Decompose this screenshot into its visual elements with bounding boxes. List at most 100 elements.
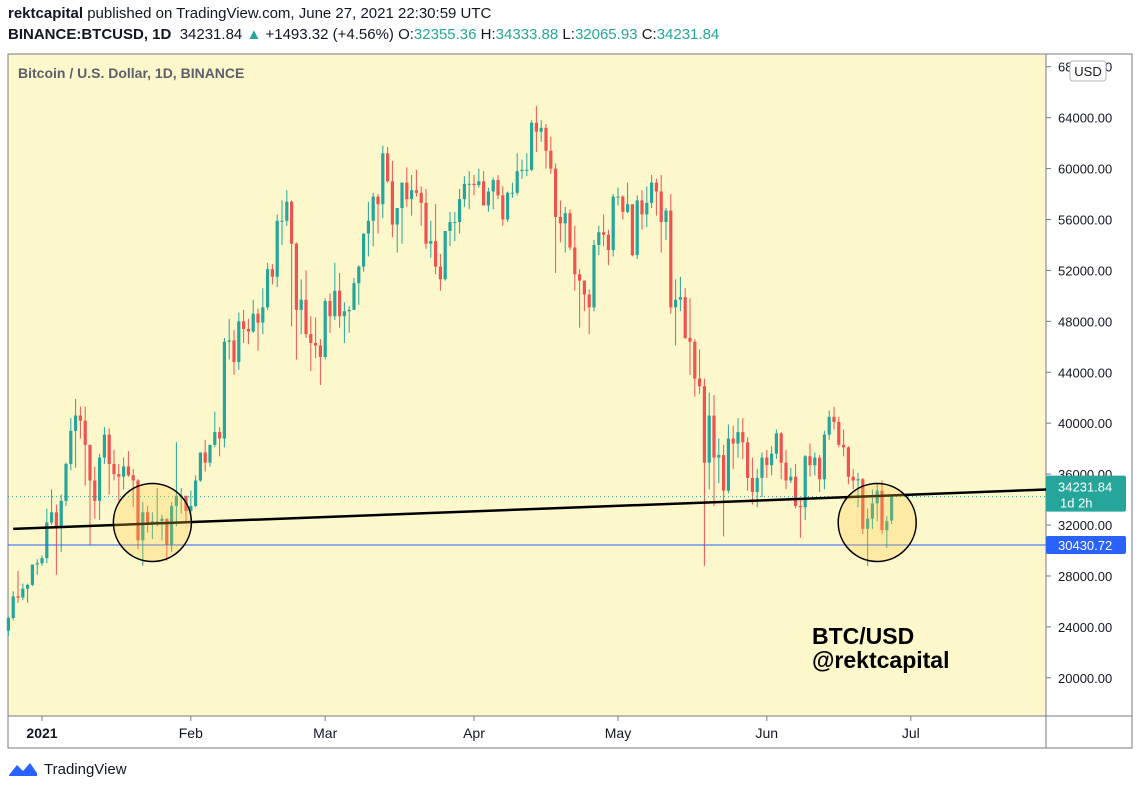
candle-body <box>501 195 505 220</box>
candle-body <box>650 182 654 203</box>
support-price-tag-text: 30430.72 <box>1058 538 1112 553</box>
candle-body <box>467 183 471 185</box>
x-tick-label: Jul <box>902 725 920 741</box>
candle-body <box>54 512 58 527</box>
candle-body <box>702 386 706 463</box>
candle-body <box>765 457 769 466</box>
ohlc-line: BINANCE:BTCUSD, 1D 34231.84 ▲ +1493.32 (… <box>8 26 719 43</box>
candle-body <box>798 505 802 508</box>
candle-body <box>789 476 793 481</box>
highlight-circle <box>112 482 193 563</box>
annotation-line-1: BTC/USD <box>812 623 914 649</box>
footer: TradingView <box>8 760 127 778</box>
candle-body <box>726 438 730 491</box>
y-tick-label: 24000.00 <box>1058 620 1112 635</box>
candle-body <box>741 432 745 443</box>
close-label: C: <box>641 26 657 43</box>
candle-body <box>808 456 812 466</box>
candle-body <box>515 171 519 193</box>
candle-body <box>208 444 212 463</box>
candle-body <box>510 192 514 194</box>
candle-body <box>640 200 644 215</box>
candle-body <box>851 476 855 481</box>
candle-body <box>26 584 30 589</box>
candle-body <box>837 421 841 445</box>
candle-body <box>674 299 678 308</box>
candle-body <box>491 180 495 192</box>
candle-body <box>165 518 169 546</box>
high-value: 34333.88 <box>495 26 559 43</box>
candle-body <box>842 444 846 448</box>
candle-body <box>549 150 553 169</box>
candle-body <box>611 196 615 251</box>
publish-line: rektcapital published on TradingView.com… <box>8 5 491 22</box>
candle-body <box>227 340 231 342</box>
candle-body <box>83 420 87 445</box>
y-tick-label: 32000.00 <box>1058 518 1112 533</box>
candle-body <box>698 378 702 387</box>
support-price-tag <box>1046 536 1126 555</box>
candle-body <box>784 462 788 481</box>
candle-body <box>602 232 606 235</box>
candle-body <box>318 345 322 357</box>
candle-body <box>477 181 481 186</box>
candle-body <box>717 455 721 458</box>
candle-body <box>693 341 697 379</box>
candle-body <box>136 480 140 541</box>
candle-body <box>626 204 630 212</box>
open-value: 32355.36 <box>413 26 477 43</box>
candle-body <box>59 500 63 527</box>
candle-body <box>107 434 111 464</box>
candle-body <box>544 127 548 151</box>
candle-body <box>395 208 399 225</box>
published-text: published on TradingView.com, June 27, 2… <box>87 5 492 22</box>
candle-body <box>69 430 73 464</box>
candle-body <box>539 127 543 132</box>
candle-body <box>429 241 433 244</box>
candle-body <box>45 522 49 559</box>
tradingview-logo-icon <box>9 763 37 776</box>
trendline <box>13 488 1051 531</box>
candle-body <box>530 122 534 170</box>
candle-body <box>50 512 54 523</box>
candle-body <box>338 290 342 317</box>
candle-body <box>822 434 826 480</box>
candle-body <box>328 300 332 317</box>
countdown-text: 1d 2h <box>1060 496 1093 511</box>
y-tick-label: 56000.00 <box>1058 213 1112 228</box>
candle-body <box>885 521 889 531</box>
x-axis-area[interactable] <box>7 715 1047 749</box>
candle-body <box>472 183 476 186</box>
annotation-line-2: @rektcapital <box>812 647 949 673</box>
candle-body <box>568 213 572 248</box>
candle-body <box>630 204 634 256</box>
candle-body <box>664 210 668 223</box>
candle-body <box>803 456 807 508</box>
candle-body <box>304 299 308 335</box>
candle-body <box>189 505 193 512</box>
up-arrow-icon: ▲ <box>246 26 262 43</box>
y-axis-area[interactable] <box>1045 53 1133 717</box>
candle-body <box>405 182 409 200</box>
x-tick-label: Jun <box>756 725 779 741</box>
candle-body <box>88 444 92 481</box>
candle-body <box>438 266 442 280</box>
author-name[interactable]: rektcapital <box>8 5 84 22</box>
tradingview-brand[interactable]: TradingView <box>44 760 127 778</box>
currency-box[interactable] <box>1069 60 1107 82</box>
candle-body <box>126 466 130 476</box>
candle-body <box>376 196 380 205</box>
y-tick-label: 48000.00 <box>1058 314 1112 329</box>
candle-body <box>11 596 15 618</box>
candle-body <box>486 191 490 206</box>
candle-body <box>558 216 562 224</box>
candle-body <box>352 283 356 310</box>
candle-body <box>414 190 418 193</box>
candle-body <box>170 505 174 546</box>
candle-body <box>582 280 586 295</box>
candle-body <box>827 416 831 435</box>
candle-body <box>506 192 510 220</box>
y-tick-label: 60000.00 <box>1058 162 1112 177</box>
candle-body <box>736 432 740 444</box>
